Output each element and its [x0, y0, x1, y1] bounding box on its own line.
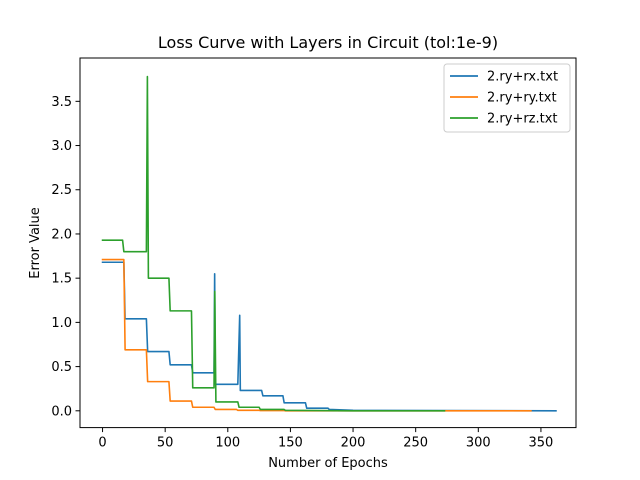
- y-tick-label: 3.0: [51, 139, 72, 154]
- x-tick-label: 250: [403, 436, 428, 451]
- legend: 2.ry+rx.txt 2.ry+ry.txt 2.ry+rz.txt: [443, 63, 571, 133]
- y-tick-label: 2.5: [51, 183, 72, 198]
- legend-label-1: 2.ry+rx.txt: [487, 70, 558, 85]
- x-tick-label: 100: [215, 436, 240, 451]
- x-tick-label: 50: [157, 436, 174, 451]
- x-tick-label: 150: [278, 436, 303, 451]
- x-axis: 0 50 100 150 200 250 300 350: [98, 427, 554, 451]
- series-line-3: [101, 75, 446, 412]
- x-tick-label: 350: [529, 436, 554, 451]
- series-layer: [101, 75, 557, 412]
- legend-box: [443, 63, 571, 133]
- y-tick-label: 1.0: [51, 316, 72, 331]
- chart-title: Loss Curve with Layers in Circuit (tol:1…: [158, 33, 498, 52]
- y-tick-label: 2.0: [51, 227, 72, 242]
- y-axis-label: Error Value: [28, 207, 43, 279]
- legend-label-3: 2.ry+rz.txt: [487, 112, 558, 127]
- y-tick-label: 3.5: [51, 95, 72, 110]
- y-tick-label: 0.0: [51, 404, 72, 419]
- y-tick-label: 0.5: [51, 360, 72, 375]
- axes-frame: [79, 57, 577, 429]
- y-tick-label: 1.5: [51, 272, 72, 287]
- series-line-2: [101, 258, 532, 412]
- y-axis: 0.0 0.5 1.0 1.5 2.0 2.5 3.0 3.5: [51, 95, 80, 419]
- legend-label-2: 2.ry+ry.txt: [487, 91, 557, 106]
- x-tick-label: 0: [98, 436, 106, 451]
- x-axis-label: Number of Epochs: [268, 456, 388, 471]
- x-tick-label: 300: [466, 436, 491, 451]
- series-line-1: [101, 261, 557, 412]
- x-tick-label: 200: [341, 436, 366, 451]
